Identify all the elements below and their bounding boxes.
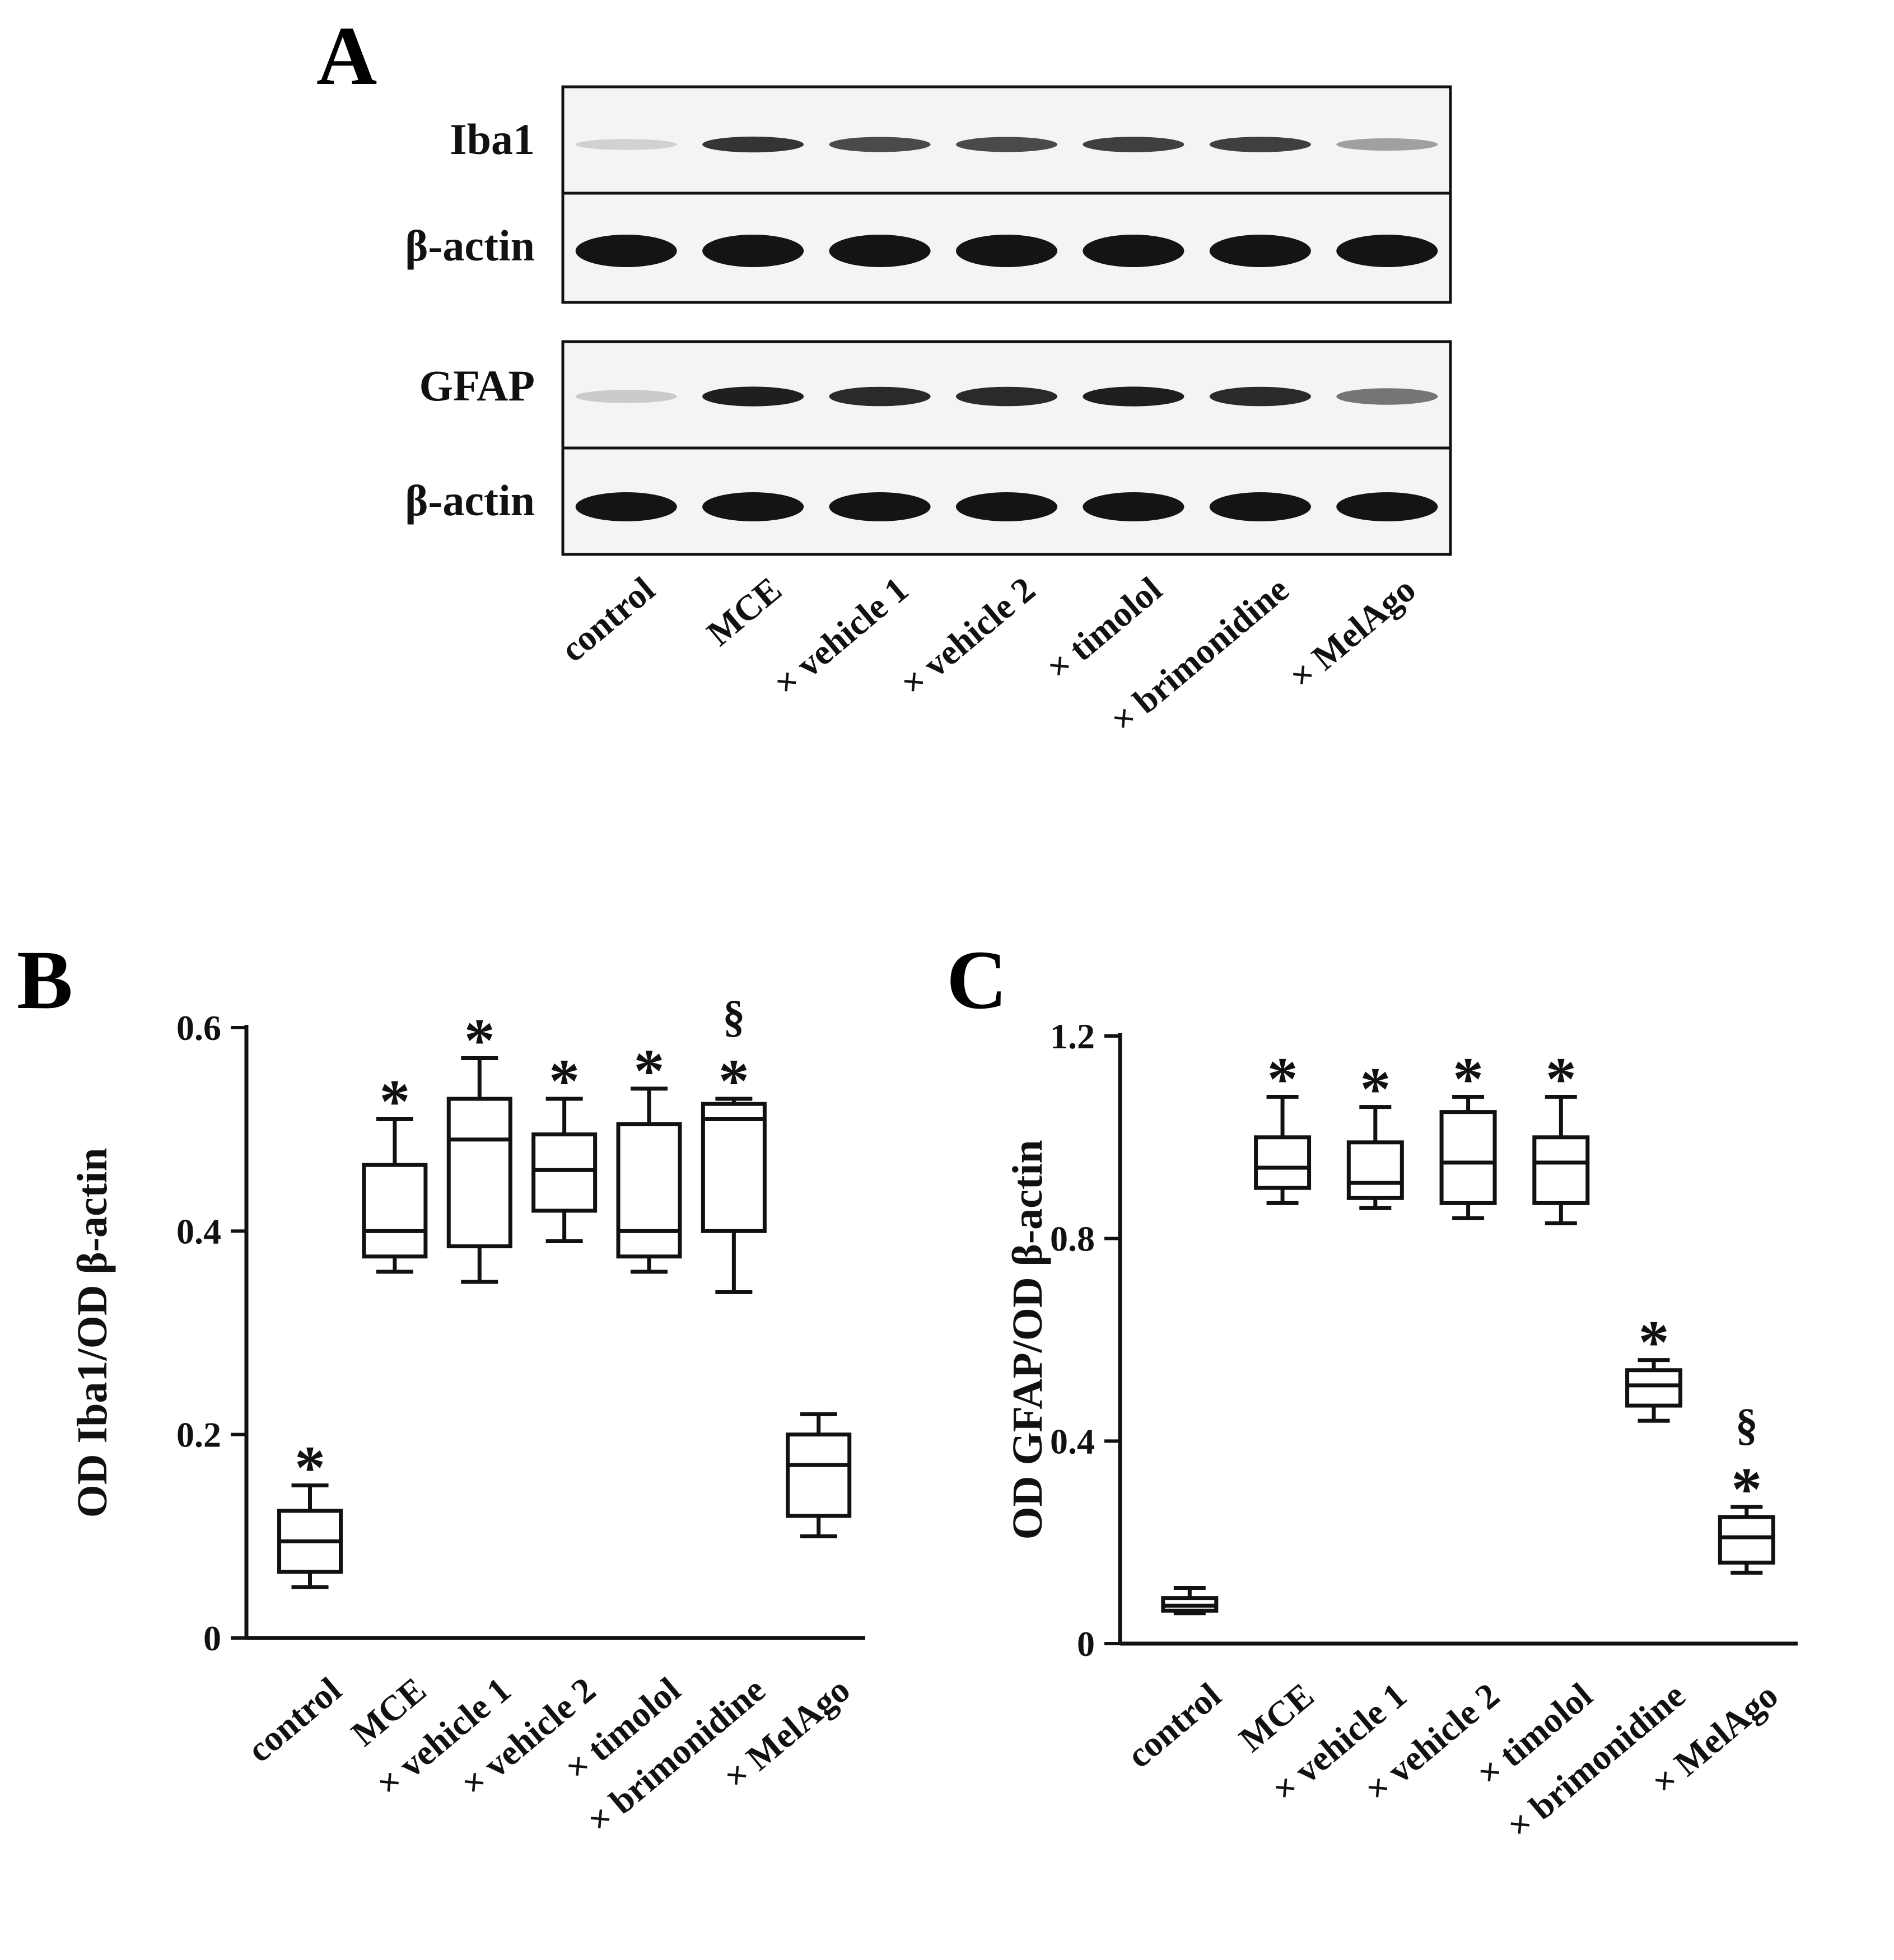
box-iqr	[616, 1122, 682, 1259]
panel-a-letter: A	[316, 10, 377, 102]
significance-star: *	[719, 1047, 749, 1115]
y-tick-label: 0.4	[176, 1211, 221, 1251]
box-iqr	[1532, 1135, 1590, 1205]
box-iqr	[1254, 1135, 1312, 1190]
significance-star: *	[295, 1434, 325, 1502]
panel-b: B 00.20.40.6OD Iba1/OD β-actin *control*M…	[17, 934, 865, 1841]
y-axis-label: OD Iba1/OD β-actin	[69, 1148, 116, 1518]
blot-row-label: β-actin	[405, 476, 535, 525]
blot-row-label: β-actin	[405, 221, 535, 270]
box-plot	[446, 1056, 512, 1284]
box-iqr	[701, 1102, 767, 1233]
panel-c-letter: C	[946, 934, 1007, 1026]
y-tick-label: 0	[203, 1618, 221, 1658]
significance-star: *	[549, 1047, 580, 1115]
blot-band	[955, 492, 1058, 521]
box-plot	[1254, 1095, 1312, 1205]
significance-star: *	[1731, 1455, 1762, 1523]
significance-star: *	[1639, 1308, 1669, 1376]
significance-star: *	[379, 1067, 410, 1136]
box-iqr	[362, 1163, 428, 1259]
box-plot	[1718, 1505, 1775, 1575]
blot-row-label: GFAP	[419, 361, 535, 410]
lane-label: × MelAgo	[1282, 569, 1423, 696]
y-tick-label: 0.4	[1050, 1421, 1095, 1461]
y-tick-label: 1.2	[1050, 1016, 1095, 1056]
blot-band	[829, 492, 931, 521]
box-plot	[1161, 1586, 1219, 1616]
box-plot	[362, 1117, 428, 1274]
lane-label: × vehicle 1	[766, 569, 916, 703]
x-tick-label: control	[1119, 1675, 1229, 1775]
box-iqr	[1346, 1140, 1404, 1200]
blot-band	[1209, 235, 1311, 267]
blot-band	[1083, 492, 1184, 521]
y-tick-label: 0.2	[176, 1415, 221, 1455]
box-iqr	[1718, 1515, 1775, 1565]
blot-band	[1209, 492, 1311, 521]
lane-label: × vehicle 2	[893, 569, 1043, 703]
lane-label: MCE	[699, 569, 789, 653]
blot-band	[575, 139, 677, 150]
box-plot	[616, 1086, 682, 1274]
significance-section: §	[1736, 1401, 1758, 1450]
blot-band	[955, 386, 1058, 407]
y-tick-label: 0.8	[1050, 1219, 1095, 1259]
panel-b-letter: B	[17, 934, 73, 1026]
box-plot	[1625, 1358, 1683, 1423]
blot-row-label: Iba1	[450, 115, 535, 164]
significance-star: *	[1453, 1045, 1484, 1113]
box-iqr	[786, 1432, 852, 1518]
blot-band	[575, 390, 677, 403]
box-iqr	[1439, 1110, 1497, 1205]
blot-band	[702, 235, 804, 267]
blot-band	[575, 235, 677, 267]
blot-band	[1209, 386, 1311, 407]
panel-a-lane-labels: control MCE× vehicle 1× vehicle 2× timolo…	[553, 569, 1423, 740]
blot-band	[1083, 235, 1184, 267]
blot-band	[955, 235, 1058, 267]
box-plot	[701, 1096, 767, 1294]
significance-star: *	[464, 1006, 495, 1075]
blot-band	[829, 137, 931, 152]
box-plot	[1532, 1095, 1590, 1226]
blot-band	[702, 492, 804, 521]
y-tick-label: 0	[1077, 1624, 1095, 1664]
x-tick-label: control	[240, 1669, 349, 1770]
y-tick-label: 0.6	[176, 1008, 221, 1048]
significance-star: *	[1360, 1055, 1391, 1123]
box-iqr	[1625, 1368, 1683, 1408]
box-iqr	[531, 1132, 598, 1213]
box-plot	[277, 1483, 343, 1589]
blot-band	[702, 136, 804, 153]
blot-band	[1336, 492, 1438, 521]
blot-band	[1336, 388, 1438, 405]
panel-a-row-labels: Iba1 β-actin GFAP β-actin	[405, 115, 535, 525]
y-axis-label: OD GFAP/OD β-actin	[1004, 1140, 1051, 1539]
significance-star: *	[1546, 1045, 1576, 1113]
box-plot	[531, 1096, 598, 1243]
blot-band	[1083, 386, 1184, 407]
blot-band	[1209, 137, 1311, 152]
box-iqr	[446, 1096, 512, 1249]
blot-band	[829, 386, 931, 407]
box-plot	[1346, 1105, 1404, 1210]
blot-band	[702, 386, 804, 407]
panel-a-blots	[561, 85, 1452, 556]
blot-band	[1083, 137, 1184, 152]
box-plot	[786, 1412, 852, 1538]
lane-label: control	[553, 569, 663, 669]
blot-band	[575, 492, 677, 521]
panel-c: C 00.40.81.2OD GFAP/OD β-actincontrol*MC…	[946, 934, 1798, 1846]
blot-band	[1336, 235, 1438, 267]
significance-star: *	[1267, 1045, 1298, 1113]
blot-band	[955, 137, 1058, 152]
significance-star: *	[634, 1037, 665, 1105]
blot-band	[1336, 138, 1438, 151]
blot-band	[829, 235, 931, 267]
box-plot	[1439, 1095, 1497, 1220]
significance-section: §	[722, 992, 745, 1042]
